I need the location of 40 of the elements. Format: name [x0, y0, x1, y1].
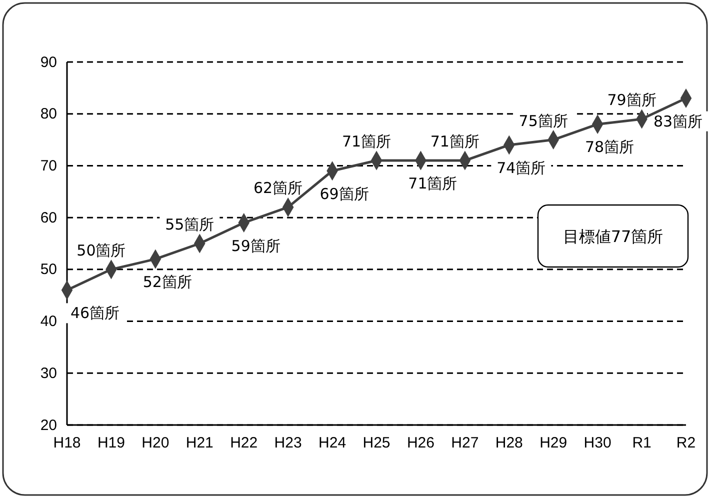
data-label: 79箇所 — [607, 91, 656, 110]
data-label: 62箇所 — [254, 179, 303, 198]
y-tick-label: 30 — [40, 364, 57, 382]
x-tick-label: H20 — [142, 434, 170, 452]
y-tick-label: 70 — [40, 158, 57, 175]
y-tick-label: 50 — [40, 261, 57, 278]
data-label: 52箇所 — [142, 273, 192, 292]
y-tick-label: 90 — [40, 54, 57, 71]
x-tick-label: R1 — [632, 434, 652, 452]
data-label: 59箇所 — [231, 236, 280, 255]
x-tick-label: H28 — [495, 434, 523, 452]
data-label: 71箇所 — [408, 174, 458, 193]
data-label: 71箇所 — [430, 132, 480, 151]
annotation: 目標値77箇所 — [562, 227, 664, 246]
y-tick-label: 60 — [40, 209, 57, 226]
data-label: 83箇所 — [653, 112, 703, 130]
y-tick-label: 40 — [40, 313, 57, 330]
data-label: 74箇所 — [496, 158, 546, 177]
x-tick-label: H29 — [540, 434, 568, 452]
data-label: 46箇所 — [70, 304, 120, 322]
x-tick-label: H30 — [584, 434, 612, 452]
x-tick-label: H18 — [53, 434, 81, 452]
data-label: 69箇所 — [320, 184, 369, 203]
data-label: 71箇所 — [342, 132, 392, 151]
x-tick-label: H22 — [230, 434, 258, 452]
data-label: 55箇所 — [165, 216, 214, 234]
data-label: 75箇所 — [518, 112, 568, 130]
y-tick-label: 80 — [40, 106, 57, 123]
x-tick-label: H26 — [406, 434, 434, 452]
x-tick-label: H27 — [451, 434, 479, 452]
note-box: 目標値77箇所 — [537, 204, 689, 268]
x-tick-label: R2 — [676, 434, 696, 452]
data-label: 78箇所 — [585, 138, 634, 156]
x-tick-label: H19 — [97, 434, 125, 452]
x-tick-label: H21 — [186, 434, 214, 452]
x-tick-label: H25 — [362, 434, 390, 452]
y-tick-label: 20 — [40, 416, 57, 434]
x-tick-label: H23 — [274, 434, 302, 452]
x-tick-label: H24 — [318, 434, 346, 452]
data-label: 50箇所 — [76, 241, 126, 260]
